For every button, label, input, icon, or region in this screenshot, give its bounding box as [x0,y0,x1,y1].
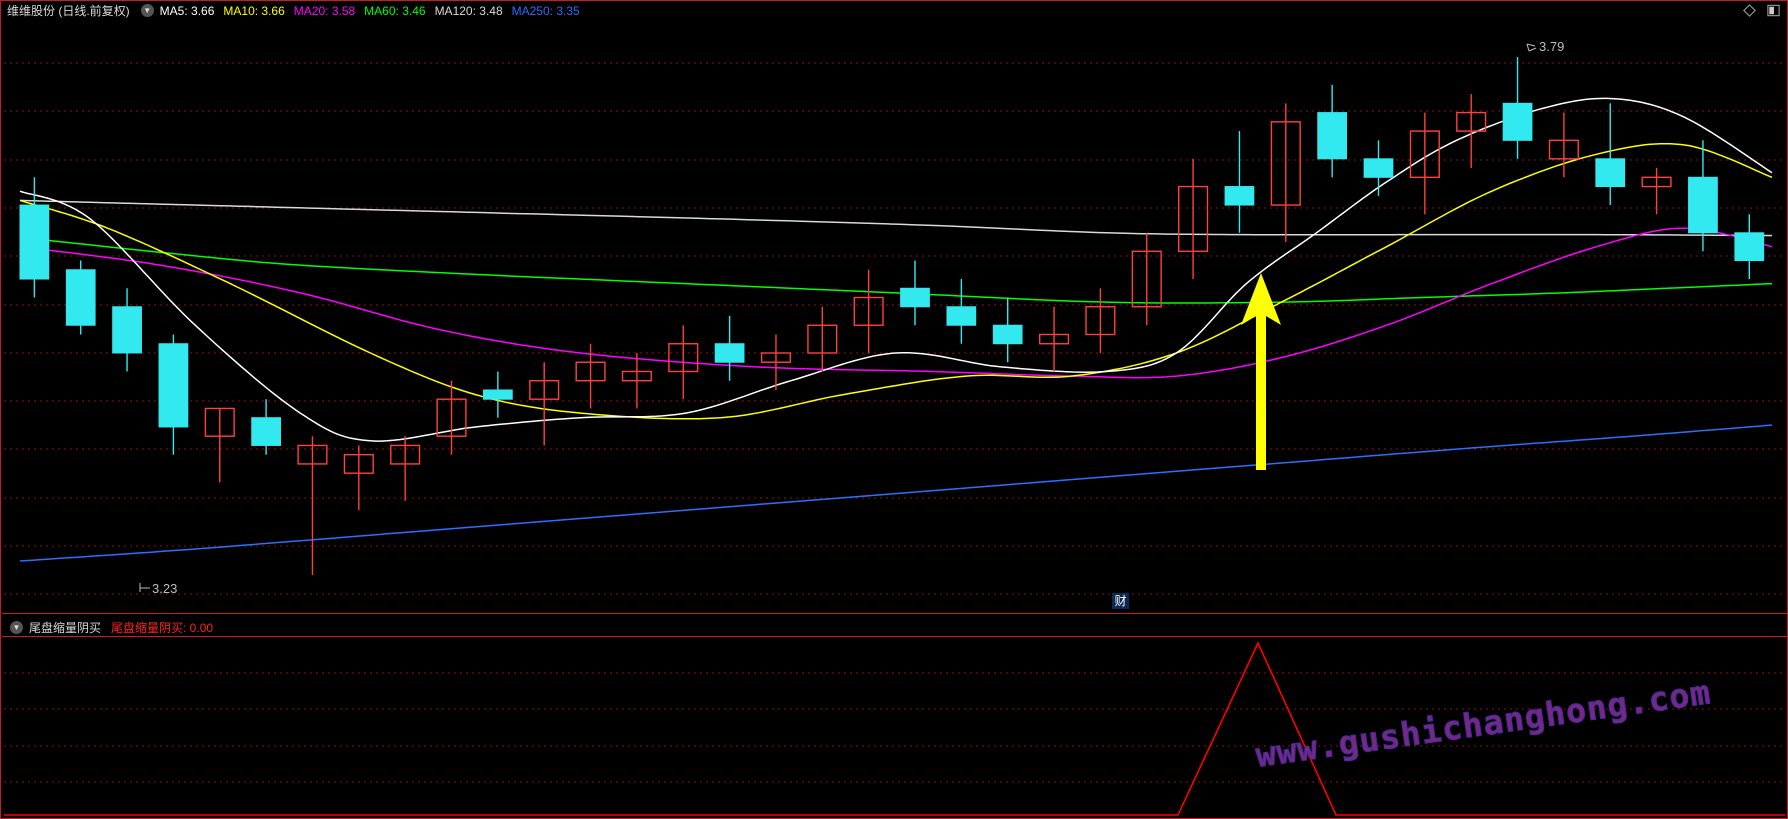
chevron-down-icon[interactable]: ▼ [140,4,154,17]
candlestick-series [19,57,1765,575]
panel-divider-bottom [2,636,1787,637]
sub-indicator-header: ▼ 尾盘缩量阴买 尾盘缩量阴买: 0.00 [2,618,1787,636]
candlestick [1270,103,1301,243]
ma-line-ma20 [19,227,1773,379]
ma250-label: MA250: [511,3,553,18]
ma10-label: MA10: [223,3,259,18]
candlestick [1595,103,1626,206]
candlestick [1131,232,1162,326]
candlestick [204,407,235,483]
ma20-legend: MA20: 3.58 [294,4,355,18]
signal-line [4,641,1785,816]
restore-diamond-icon[interactable] [1742,3,1757,18]
ma250-legend: MA250: 3.35 [512,4,580,18]
ma10-legend: MA10: 3.66 [223,4,284,18]
ma20-value: 3.58 [331,3,356,18]
ma5-legend: MA5: 3.66 [160,4,215,18]
ma5-value: 3.66 [191,3,215,18]
sub-indicator-value: 尾盘缩量阴买: 0.00 [111,620,214,635]
ma-line-ma5 [19,97,1773,442]
candlestick [1548,112,1579,178]
candlestick [1641,168,1672,215]
panel-divider-top [2,613,1787,614]
ma-line-ma10 [19,142,1773,420]
high-price-annotation: 3.79 [1526,39,1564,54]
candlestick [1502,57,1533,159]
candlestick [992,297,1023,363]
low-price-label: 3.23 [152,581,177,596]
candlestick [1409,112,1440,215]
sub-indicator-panel[interactable] [2,637,1787,818]
candlestick [900,260,930,326]
candlestick [343,445,374,511]
candlestick [297,436,328,575]
candlestick [1363,140,1394,196]
candlestick [1224,131,1255,233]
page-title: 维维股份 (日线.前复权) [7,4,130,18]
candlestick [946,279,977,344]
candlestick [436,380,467,455]
candlestick [482,371,513,418]
ma-line-ma250 [19,424,1773,562]
candlestick [529,362,560,446]
candlestick [575,343,606,409]
candlestick [1085,288,1116,353]
ma10-value: 3.66 [261,3,285,18]
candlestick [19,177,50,298]
ma20-label: MA20: [293,3,329,18]
ma120-value: 3.48 [479,3,503,18]
maximize-window-icon[interactable] [1766,3,1781,18]
low-price-annotation: 3.23 [139,581,177,596]
candlestick [1734,214,1765,280]
sub-indicator-name: 尾盘缩量阴买 [29,620,102,635]
candlestick [251,399,281,455]
candlestick [714,316,745,381]
sub-indicator-chart[interactable] [2,637,1787,818]
candlestick [112,288,142,372]
ma-line-ma60 [19,236,1773,304]
high-price-label: 3.79 [1539,39,1564,54]
window-controls [1742,3,1781,18]
chevron-down-icon[interactable]: ▼ [10,620,23,634]
ma60-value: 3.46 [402,3,426,18]
ma250-value: 3.35 [556,3,580,18]
cai-stamp: 财 [1112,593,1129,609]
candlestick [1688,140,1718,252]
ma60-legend: MA60: 3.46 [364,4,425,18]
candlestick [1038,306,1070,372]
chart-header: 维维股份 (日线.前复权) ▼ MA5: 3.66 MA10: 3.66 MA2… [1,1,1787,20]
candlestick-chart[interactable]: 3.79 3.23 [2,20,1787,618]
candlestick [1178,158,1209,280]
candlestick [668,325,699,400]
moving-average-lines [19,97,1773,562]
candlestick [390,436,421,501]
ma120-legend: MA120: 3.48 [435,4,503,18]
candlestick [621,352,652,409]
candlestick [1317,84,1348,178]
ma5-label: MA5: [159,3,188,18]
candlestick [853,269,884,353]
candlestick [65,260,96,335]
candlestick [760,334,792,390]
buy-signal-arrow [1241,273,1281,470]
ma-line-ma120 [19,199,1773,237]
ma60-label: MA60: [364,3,399,18]
candlestick [158,334,189,455]
candlestick [1456,94,1487,169]
candlestick [807,306,838,372]
ma120-label: MA120: [434,3,476,18]
price-chart-panel[interactable]: 3.79 3.23 [2,20,1787,618]
